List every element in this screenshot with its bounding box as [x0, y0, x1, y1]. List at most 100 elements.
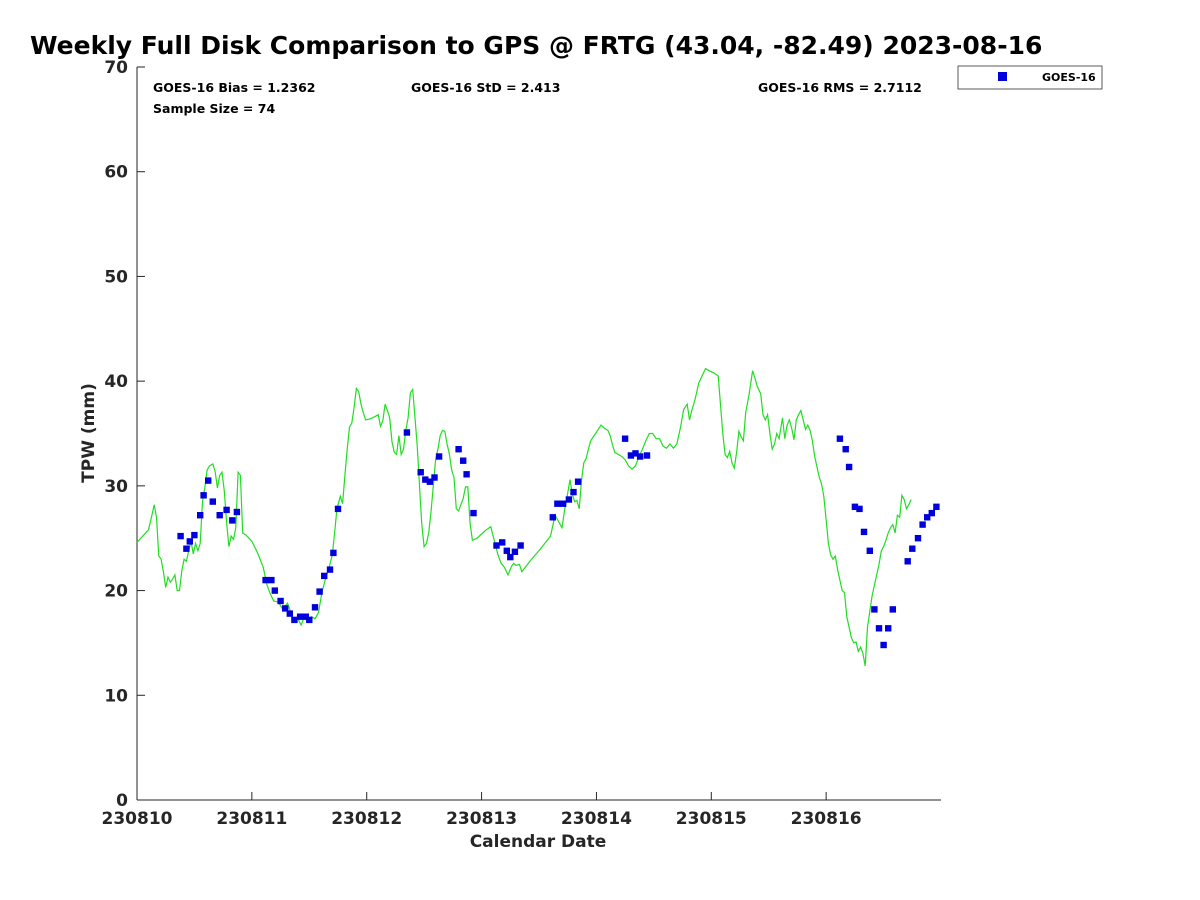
goes16-point	[205, 477, 212, 484]
goes16-point	[302, 613, 309, 620]
goes16-point	[216, 512, 223, 519]
goes16-point	[549, 514, 556, 521]
goes16-point	[889, 606, 896, 613]
goes16-point	[851, 503, 859, 510]
goes16-point	[209, 498, 216, 505]
y-tick-label: 40	[104, 372, 128, 392]
goes16-point	[316, 588, 323, 595]
goes16-point	[836, 435, 844, 442]
legend-marker	[998, 72, 1007, 81]
goes16-point	[860, 528, 868, 536]
x-tick-label: 230815	[676, 809, 747, 829]
goes16-point	[914, 535, 922, 542]
goes16-point	[286, 610, 293, 617]
goes16-point	[511, 548, 519, 555]
y-tick-label: 20	[104, 582, 128, 602]
goes16-point	[880, 641, 887, 649]
goes16-point	[431, 474, 438, 481]
goes16-point	[636, 453, 644, 460]
goes16-point	[282, 605, 289, 612]
goes16-point	[919, 521, 926, 528]
goes16-point	[417, 469, 424, 476]
goes16-point	[470, 509, 477, 517]
goes16-point	[435, 453, 443, 460]
goes16-point	[334, 505, 342, 513]
goes16-point	[197, 512, 204, 519]
goes16-point	[422, 476, 429, 483]
y-tick-label: 70	[104, 58, 128, 78]
x-axis-label: Calendar Date	[470, 832, 607, 852]
goes16-point	[296, 613, 304, 620]
plot-area	[136, 67, 941, 801]
legend-box	[957, 65, 1103, 90]
goes16-point	[574, 478, 582, 485]
y-axis: 0 10 20 30 40 50 60 70	[104, 58, 145, 811]
goes16-point	[262, 576, 269, 584]
goes16-point	[856, 505, 863, 513]
goes16-point	[268, 576, 275, 584]
goes16-point	[632, 450, 639, 457]
goes16-point	[183, 545, 190, 552]
goes16-point	[233, 508, 241, 516]
goes16-point	[177, 532, 184, 540]
chart-title: Weekly Full Disk Comparison to GPS @ FRT…	[30, 31, 1042, 60]
goes16-point	[426, 478, 434, 485]
goes16-point	[223, 506, 230, 514]
x-tick-label: 230813	[446, 809, 517, 829]
gps-tpw-line	[136, 367, 912, 667]
goes16-point	[229, 517, 236, 524]
goes16-point	[842, 446, 849, 453]
goes16-point	[326, 566, 334, 573]
std-stat: GOES-16 StD = 2.413	[411, 80, 560, 95]
goes16-point	[493, 542, 500, 549]
sample-size-stat: Sample Size = 74	[153, 101, 275, 116]
goes16-point	[909, 545, 916, 552]
y-tick-label: 60	[104, 163, 128, 183]
legend: GOES-16	[957, 65, 1103, 90]
goes16-point	[924, 514, 931, 521]
goes16-point	[643, 452, 651, 459]
goes16-point	[885, 625, 892, 632]
goes16-point	[306, 616, 313, 624]
goes16-point	[200, 492, 207, 499]
goes16-point	[311, 604, 319, 611]
x-tick-label: 230816	[791, 809, 862, 829]
legend-entry: GOES-16	[1042, 71, 1096, 84]
y-tick-label: 10	[104, 686, 128, 706]
y-tick-label: 0	[116, 791, 128, 811]
y-axis-label: TPW (mm)	[79, 383, 99, 483]
goes16-point	[291, 616, 298, 624]
x-tick-label: 230810	[102, 809, 173, 829]
goes16-point	[517, 542, 524, 549]
goes16-point	[455, 446, 462, 453]
goes16-point	[403, 429, 411, 436]
series-layer	[136, 367, 940, 667]
goes16-point	[499, 539, 506, 546]
goes16-point	[559, 500, 567, 507]
goes16-point	[875, 625, 883, 632]
goes16-point	[565, 496, 573, 503]
goes16-point	[507, 553, 514, 561]
goes16-point	[271, 587, 278, 594]
goes16-point	[191, 531, 198, 539]
goes16-point	[460, 457, 467, 464]
goes16-point	[845, 463, 853, 471]
y-tick-label: 30	[104, 477, 128, 497]
goes16-point	[933, 503, 940, 510]
goes16-point	[554, 500, 561, 507]
goes16-point	[463, 471, 470, 478]
x-tick-label: 230812	[331, 809, 402, 829]
rms-stat: GOES-16 RMS = 2.7112	[758, 80, 922, 95]
goes16-point	[277, 597, 284, 605]
x-tick-label: 230814	[561, 809, 632, 829]
goes16-point	[570, 488, 577, 496]
goes16-point	[627, 452, 635, 459]
goes16-point	[330, 549, 337, 557]
goes16-point	[621, 435, 629, 442]
goes16-point	[904, 558, 911, 565]
x-tick-label: 230811	[216, 809, 287, 829]
goes16-point	[186, 538, 193, 545]
goes16-point	[503, 547, 510, 554]
bias-stat: GOES-16 Bias = 1.2362	[153, 80, 315, 95]
